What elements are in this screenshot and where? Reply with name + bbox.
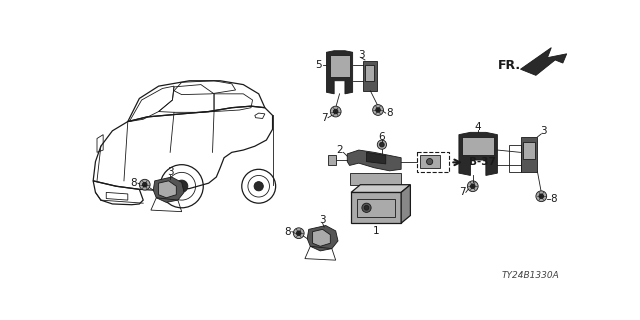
Circle shape [372, 105, 383, 116]
Text: 8: 8 [284, 227, 291, 237]
Polygon shape [348, 150, 401, 171]
Text: 7: 7 [321, 113, 328, 123]
Text: 3: 3 [358, 50, 364, 60]
Circle shape [330, 106, 341, 117]
Polygon shape [401, 185, 410, 223]
Polygon shape [523, 141, 535, 158]
Polygon shape [328, 156, 336, 165]
Text: 3: 3 [540, 126, 547, 136]
Text: 8: 8 [387, 108, 393, 118]
Circle shape [376, 108, 380, 112]
Polygon shape [159, 181, 176, 198]
Circle shape [427, 158, 433, 165]
Circle shape [467, 181, 478, 192]
Polygon shape [153, 177, 184, 203]
Text: 8: 8 [130, 178, 136, 188]
Circle shape [293, 228, 304, 239]
Circle shape [175, 180, 188, 192]
Polygon shape [520, 137, 538, 172]
Text: FR.: FR. [497, 59, 520, 72]
Text: 1: 1 [372, 226, 379, 236]
Circle shape [140, 179, 150, 190]
Circle shape [333, 109, 338, 114]
Text: 5: 5 [316, 60, 322, 70]
Circle shape [364, 205, 369, 210]
Circle shape [378, 140, 387, 149]
Polygon shape [349, 173, 401, 185]
Text: 7: 7 [459, 188, 465, 197]
Circle shape [539, 194, 543, 198]
Polygon shape [326, 51, 353, 94]
Text: 8: 8 [550, 194, 557, 204]
Polygon shape [459, 132, 497, 175]
Polygon shape [330, 55, 349, 77]
Text: TY24B1330A: TY24B1330A [501, 271, 559, 280]
Circle shape [254, 182, 263, 191]
Text: 3: 3 [167, 167, 173, 177]
Polygon shape [462, 137, 494, 156]
Text: 3: 3 [319, 215, 326, 225]
Polygon shape [351, 185, 410, 192]
Circle shape [143, 182, 147, 187]
Circle shape [362, 203, 371, 212]
Polygon shape [363, 61, 376, 91]
Text: 6: 6 [379, 132, 385, 142]
Polygon shape [351, 192, 401, 223]
Circle shape [296, 231, 301, 236]
Polygon shape [420, 156, 440, 168]
Polygon shape [367, 152, 386, 164]
Text: 4: 4 [475, 122, 481, 132]
Polygon shape [312, 229, 330, 246]
Polygon shape [307, 226, 338, 251]
Circle shape [470, 184, 475, 188]
Circle shape [536, 191, 547, 202]
Circle shape [380, 142, 384, 147]
Text: B-37: B-37 [468, 157, 495, 167]
Polygon shape [365, 65, 374, 81]
Polygon shape [520, 48, 566, 75]
Text: 2: 2 [336, 145, 343, 155]
